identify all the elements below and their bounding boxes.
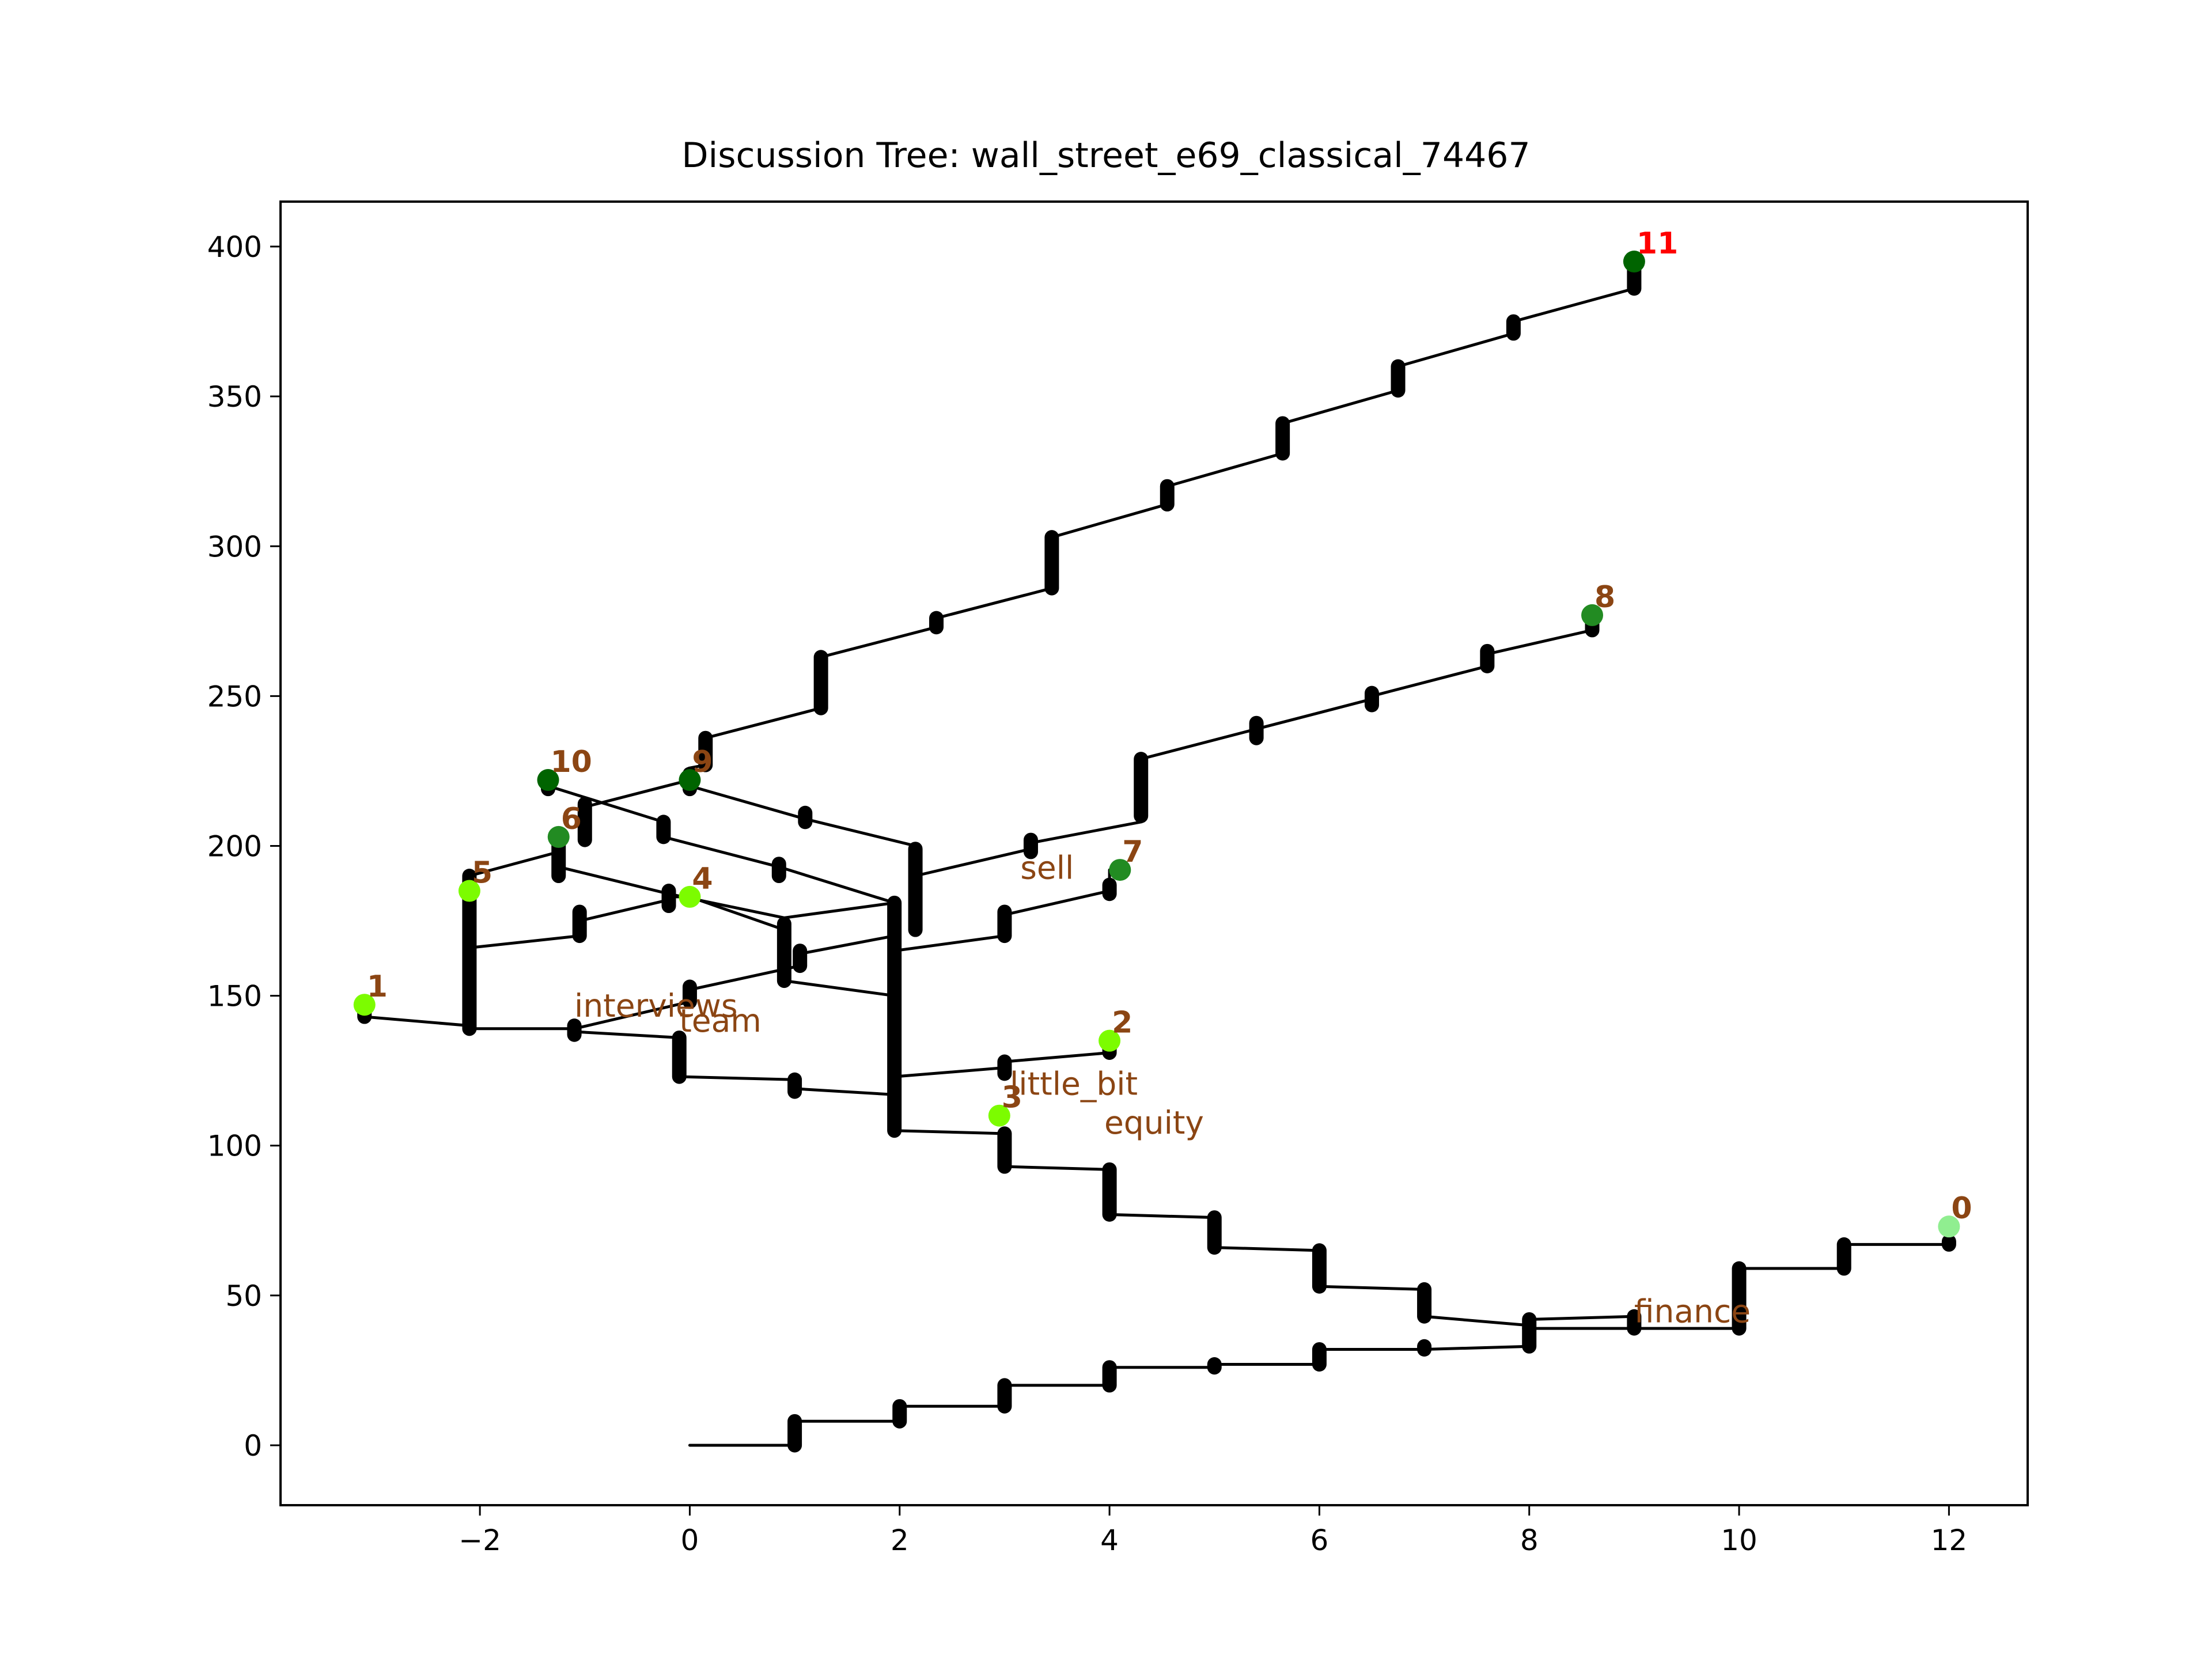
y-tick-label-0: 0 — [244, 1429, 262, 1463]
node-label-0: 0 — [1951, 1191, 1972, 1226]
x-tick-label-1: 0 — [681, 1524, 699, 1557]
node-label-3: 3 — [1002, 1081, 1022, 1115]
word-label-finance: finance — [1634, 1293, 1751, 1330]
node-marker-3 — [988, 1104, 1010, 1127]
node-label-11: 11 — [1637, 226, 1678, 261]
x-tick-label-2: 2 — [891, 1524, 909, 1557]
bars-layer — [357, 263, 1956, 1453]
node-label-1: 1 — [367, 969, 388, 1004]
edges-layer — [363, 260, 1950, 1447]
node-marker-4 — [679, 885, 701, 908]
x-tick-label-5: 8 — [1520, 1524, 1539, 1557]
node-marker-11 — [1623, 251, 1645, 273]
x-tick-label-4: 6 — [1310, 1524, 1328, 1557]
tree-edge-8 — [557, 865, 896, 938]
y-tick-label-4: 200 — [207, 830, 262, 863]
word-label-interviews: interviews — [574, 987, 737, 1024]
node-label-6: 6 — [561, 802, 582, 836]
node-marker-2 — [1099, 1029, 1121, 1052]
node-marker-7 — [1109, 859, 1131, 881]
x-axis-ticks: −2 0 2 4 6 8 10 12 — [459, 1505, 1967, 1557]
y-tick-label-1: 50 — [225, 1279, 262, 1313]
tree-edge-9 — [547, 778, 896, 904]
node-label-2: 2 — [1112, 1006, 1132, 1040]
node-label-5: 5 — [472, 856, 493, 891]
node-label-4: 4 — [692, 862, 713, 896]
tree-edge-12 — [583, 260, 1636, 809]
word-label-sell: sell — [1020, 850, 1074, 887]
node-marker-1 — [353, 994, 376, 1016]
node-marker-8 — [1581, 604, 1604, 626]
plot-area-frame — [279, 200, 2029, 1506]
node-marker-5 — [458, 880, 480, 902]
node-marker-6 — [547, 825, 570, 848]
y-tick-label-3: 150 — [207, 980, 262, 1013]
y-axis-ticks: 0 50 100 150 200 250 300 350 400 — [207, 230, 281, 1463]
word-label-team: team — [679, 1002, 762, 1039]
node-marker-9 — [679, 769, 701, 791]
node-marker-10 — [537, 769, 559, 791]
y-tick-label-2: 100 — [207, 1130, 262, 1163]
node-label-8: 8 — [1594, 580, 1615, 615]
x-tick-label-7: 12 — [1931, 1524, 1968, 1557]
node-label-9: 9 — [692, 745, 713, 779]
y-tick-label-6: 300 — [207, 530, 262, 563]
node-marker-0 — [1938, 1215, 1960, 1238]
word-label-equity: equity — [1104, 1104, 1204, 1141]
x-tick-label-3: 4 — [1100, 1524, 1119, 1557]
node-label-7: 7 — [1122, 835, 1143, 869]
chart-title: Discussion Tree: wall_street_e69_classic… — [681, 135, 1530, 176]
tree-edge-6 — [688, 895, 896, 1066]
y-tick-label-7: 350 — [207, 380, 262, 414]
node-label-10: 10 — [551, 745, 592, 779]
y-tick-label-5: 250 — [207, 680, 262, 713]
nodes-layer: 0 1 2 3 4 5 6 7 8 9 10 11 — [353, 226, 1972, 1238]
x-tick-label-6: 10 — [1721, 1524, 1758, 1557]
x-tick-label-0: −2 — [459, 1524, 501, 1557]
y-tick-label-8: 400 — [207, 230, 262, 264]
word-label-little_bit: little_bit — [1010, 1065, 1138, 1102]
